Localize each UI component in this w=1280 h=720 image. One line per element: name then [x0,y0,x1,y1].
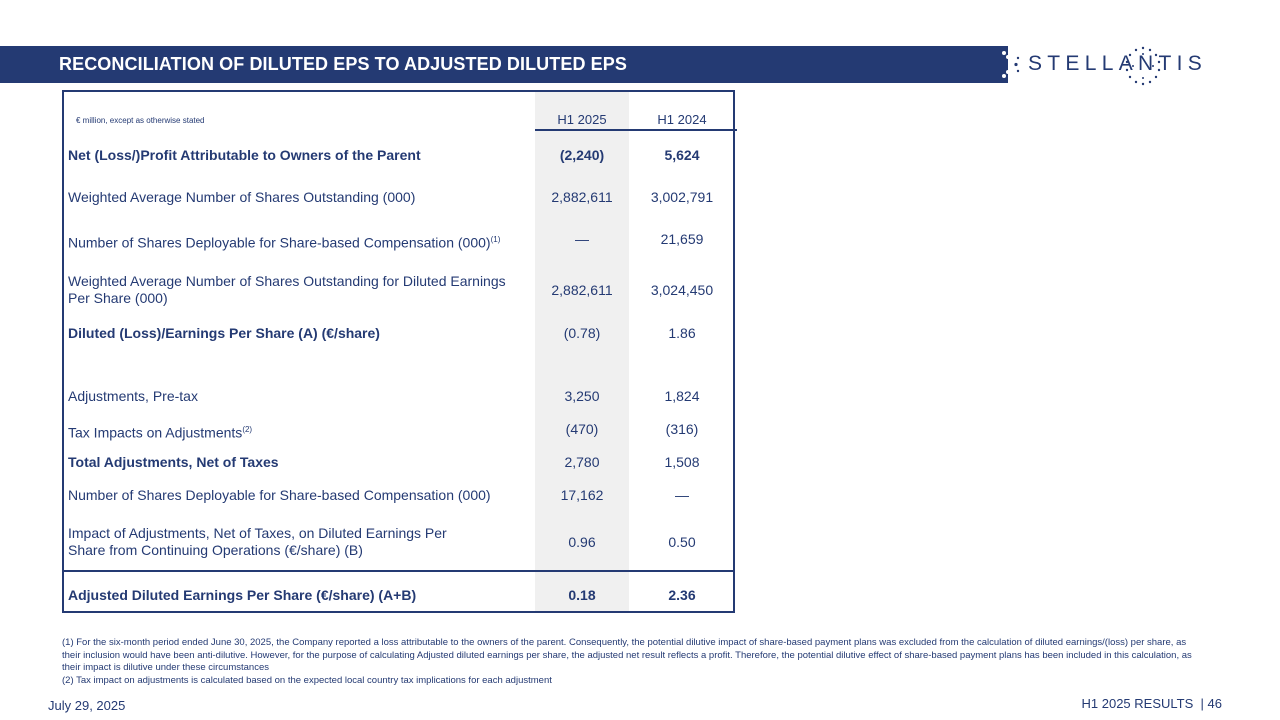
value-h1-2024: 5,624 [664,147,700,163]
stellantis-logo: STELLANTIS [1028,52,1208,75]
value-h1-2025: 0.18 [568,587,596,603]
value-h1-2024: 1.86 [668,325,696,341]
logo-dots-icon [1002,51,1020,78]
value-h1-2025: (0.78) [563,325,601,341]
row-label: Adjusted Diluted Earnings Per Share (€/s… [68,587,417,603]
value-h1-2024: 2.36 [668,587,696,603]
column-header-h1-2025: H1 2025 [557,112,607,127]
row-label: Weighted Average Number of Shares Outsta… [68,273,506,306]
value-h1-2025: 0.96 [568,534,596,550]
h1-2025-column-shading [535,92,629,611]
row-label: Net (Loss/)Profit Attributable to Owners… [68,147,421,163]
footer-results-label: H1 2025 RESULTS [1081,696,1194,711]
value-h1-2024: 3,024,450 [650,282,714,298]
title-bar: RECONCILIATION OF DILUTED EPS TO ADJUSTE… [0,46,1008,83]
total-rule [64,570,733,572]
eps-reconciliation-table: € million, except as otherwise stated H1… [62,90,737,613]
value-h1-2025: (470) [565,421,599,437]
row-label: Weighted Average Number of Shares Outsta… [68,189,416,205]
page-number: 46 [1207,696,1222,711]
footnote-ref: (2) [242,425,253,434]
row-label: Total Adjustments, Net of Taxes [68,454,279,470]
row-label: Impact of Adjustments, Net of Taxes, on … [68,525,447,558]
footnote-2: (2) Tax impact on adjustments is calcula… [62,674,552,686]
column-header-h1-2024: H1 2024 [657,112,707,127]
footnote-ref: (1) [490,235,501,244]
row-label: Adjustments, Pre-tax [68,388,198,404]
row-label: Number of Shares Deployable for Share-ba… [68,487,491,503]
value-h1-2024: 1,508 [664,454,700,470]
logo-star-icon [1125,46,1161,86]
value-h1-2024: 1,824 [664,388,700,404]
row-label: Number of Shares Deployable for Share-ba… [68,234,501,251]
value-h1-2024: 3,002,791 [650,189,714,205]
value-h1-2024: (316) [665,421,699,437]
footnotes: (1) For the six-month period ended June … [62,637,1202,687]
value-h1-2024: — [675,487,689,503]
value-h1-2024: 21,659 [660,231,704,247]
value-h1-2025: 3,250 [564,388,600,404]
value-h1-2025: 17,162 [560,487,604,503]
footer-separator: | [1200,696,1204,711]
row-label: Tax Impacts on Adjustments(2) [68,424,253,441]
footer-page-info: H1 2025 RESULTS | 46 [1082,696,1222,711]
footnote-1: (1) For the six-month period ended June … [62,637,1192,673]
value-h1-2025: (2,240) [559,147,605,163]
value-h1-2025: 2,882,611 [551,282,613,298]
header-rule [535,129,737,131]
value-h1-2025: — [575,231,589,247]
row-label: Diluted (Loss)/Earnings Per Share (A) (€… [68,325,380,341]
footer-date: July 29, 2025 [48,698,126,713]
value-h1-2025: 2,780 [564,454,600,470]
value-h1-2024: 0.50 [668,534,696,550]
value-h1-2025: 2,882,611 [551,189,613,205]
units-note: € million, except as otherwise stated [76,116,205,125]
page-title: RECONCILIATION OF DILUTED EPS TO ADJUSTE… [59,54,628,74]
